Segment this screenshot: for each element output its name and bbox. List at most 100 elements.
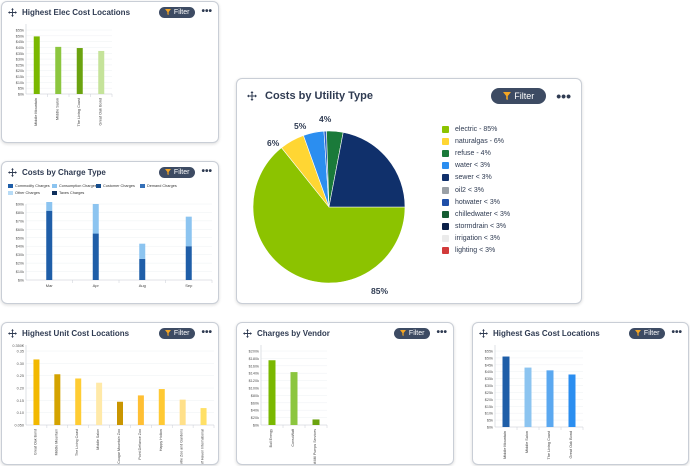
bar[interactable] bbox=[568, 374, 576, 427]
bar-segment[interactable] bbox=[92, 204, 99, 234]
legend-item[interactable]: refuse - 4% bbox=[442, 150, 491, 158]
more-options-icon[interactable]: ••• bbox=[671, 327, 682, 338]
y-tick-label: $45k bbox=[16, 40, 24, 44]
more-options-icon[interactable]: ••• bbox=[556, 88, 571, 104]
charge-bar-chart: $0k $10k $20k $30k $40k $50k $60k $70k $80k $90k M… bbox=[16, 202, 213, 288]
bar[interactable] bbox=[290, 372, 298, 425]
more-options-icon[interactable]: ••• bbox=[201, 166, 212, 177]
filter-button[interactable]: Filter bbox=[158, 327, 196, 339]
y-tick-label: $200k bbox=[249, 350, 259, 354]
utility-type-widget: Costs by Utility Type Filter ••• 85% 6% 5%… bbox=[236, 78, 582, 304]
y-tick-label: 0.350€ bbox=[12, 344, 25, 348]
legend-item[interactable]: hotwater < 3% bbox=[442, 198, 500, 206]
x-tick-label: Wolf Haven International bbox=[201, 429, 205, 465]
filter-button[interactable]: Filter bbox=[491, 88, 547, 104]
widget-title: Highest Elec Cost Locations bbox=[22, 7, 131, 17]
vendor-widget: Charges by Vendor Filter ••• $0k $20k $40k… bbox=[236, 322, 454, 465]
y-tick-label: $80k bbox=[16, 211, 24, 215]
legend-item[interactable]: Taxes Charges bbox=[52, 191, 84, 195]
bar[interactable] bbox=[179, 399, 186, 425]
bar[interactable] bbox=[268, 360, 276, 425]
bar[interactable] bbox=[312, 419, 320, 425]
bar[interactable] bbox=[137, 395, 144, 425]
y-tick-label: $10k bbox=[16, 81, 24, 85]
bar[interactable] bbox=[98, 50, 105, 94]
filter-label: Filter bbox=[173, 168, 190, 176]
filter-button[interactable]: Filter bbox=[158, 166, 196, 178]
filter-label: Filter bbox=[643, 329, 660, 337]
legend-swatch bbox=[442, 138, 449, 146]
x-tick-label: Middle Salon bbox=[525, 431, 529, 453]
legend-item[interactable]: sewer < 3% bbox=[442, 174, 492, 182]
legend-label: Other Charges bbox=[15, 191, 40, 195]
gas-cost-widget: Highest Gas Cost Locations Filter ••• $0… bbox=[472, 322, 689, 465]
legend-item[interactable]: Commodity Charges bbox=[8, 184, 50, 188]
legend-label: hotwater < 3% bbox=[455, 198, 500, 206]
legend-item[interactable]: water < 3% bbox=[442, 162, 490, 170]
legend-label: sewer < 3% bbox=[455, 174, 492, 182]
bar[interactable] bbox=[200, 408, 207, 425]
y-tick-label: $60k bbox=[251, 401, 259, 405]
legend-item[interactable]: oil2 < 3% bbox=[442, 186, 484, 194]
bar-segment[interactable] bbox=[46, 202, 53, 211]
bar-segment[interactable] bbox=[185, 216, 192, 247]
filter-icon bbox=[164, 9, 171, 15]
legend-item[interactable]: irrigation < 3% bbox=[442, 234, 500, 242]
bar-segment[interactable] bbox=[139, 258, 146, 280]
bar-segment[interactable] bbox=[46, 210, 53, 280]
y-tick-label: $60k bbox=[16, 228, 24, 232]
y-tick-label: $120k bbox=[249, 379, 259, 383]
bar[interactable] bbox=[75, 378, 82, 425]
move-icon[interactable] bbox=[479, 328, 488, 338]
bar[interactable] bbox=[524, 367, 532, 427]
filter-button[interactable]: Filter bbox=[158, 6, 196, 18]
bar[interactable] bbox=[117, 401, 123, 425]
filter-button[interactable]: Filter bbox=[628, 327, 666, 339]
bar[interactable] bbox=[33, 36, 40, 94]
y-tick-label: $80k bbox=[251, 394, 259, 398]
legend-item[interactable]: Consumption Charges bbox=[52, 184, 97, 188]
legend-item[interactable]: chilledwater < 3% bbox=[442, 210, 510, 218]
bar[interactable] bbox=[96, 382, 103, 425]
y-tick-label: $25k bbox=[16, 63, 24, 67]
more-options-icon[interactable]: ••• bbox=[436, 327, 447, 338]
pie-slice[interactable] bbox=[328, 131, 406, 208]
y-tick-label: $30k bbox=[16, 58, 24, 62]
more-options-icon[interactable]: ••• bbox=[201, 327, 212, 338]
bar[interactable] bbox=[158, 389, 165, 425]
y-tick-label: $35k bbox=[485, 377, 493, 381]
pie-slice[interactable] bbox=[252, 147, 406, 284]
bar[interactable] bbox=[54, 374, 61, 425]
pie-pct-label: 5% bbox=[294, 121, 307, 131]
legend-item[interactable]: lighting < 3% bbox=[442, 247, 495, 254]
bar-segment[interactable] bbox=[92, 233, 99, 280]
more-options-icon[interactable]: ••• bbox=[201, 6, 212, 17]
move-icon[interactable] bbox=[247, 91, 257, 101]
legend-item[interactable]: naturalgas - 6% bbox=[442, 138, 505, 146]
legend-swatch bbox=[140, 184, 145, 188]
legend-label: naturalgas - 6% bbox=[455, 138, 505, 146]
legend-item[interactable]: stormdrain < 3% bbox=[442, 222, 506, 230]
legend-swatch bbox=[442, 198, 449, 206]
legend-item[interactable]: Customer Charges bbox=[96, 184, 135, 188]
legend-item[interactable]: Other Charges bbox=[8, 191, 40, 195]
move-icon[interactable] bbox=[243, 328, 252, 338]
bar[interactable] bbox=[33, 359, 40, 425]
bar[interactable] bbox=[502, 356, 510, 427]
y-tick-label: $30k bbox=[16, 253, 24, 257]
filter-button[interactable]: Filter bbox=[393, 327, 431, 339]
x-tick-label: Sep bbox=[185, 283, 193, 288]
bar[interactable] bbox=[76, 48, 83, 94]
move-icon[interactable] bbox=[8, 328, 17, 338]
widget-title: Charges by Vendor bbox=[257, 328, 330, 338]
legend-item[interactable]: electric - 85% bbox=[442, 126, 497, 133]
legend-item[interactable]: Demand Charges bbox=[140, 184, 177, 188]
bar-segment[interactable] bbox=[139, 243, 146, 259]
bar[interactable] bbox=[546, 370, 554, 427]
y-tick-label: $0k bbox=[18, 93, 24, 97]
y-tick-label: $55k bbox=[485, 350, 493, 354]
move-icon[interactable] bbox=[8, 7, 17, 17]
bar[interactable] bbox=[55, 46, 62, 94]
move-icon[interactable] bbox=[8, 167, 17, 177]
bar-segment[interactable] bbox=[185, 246, 192, 280]
